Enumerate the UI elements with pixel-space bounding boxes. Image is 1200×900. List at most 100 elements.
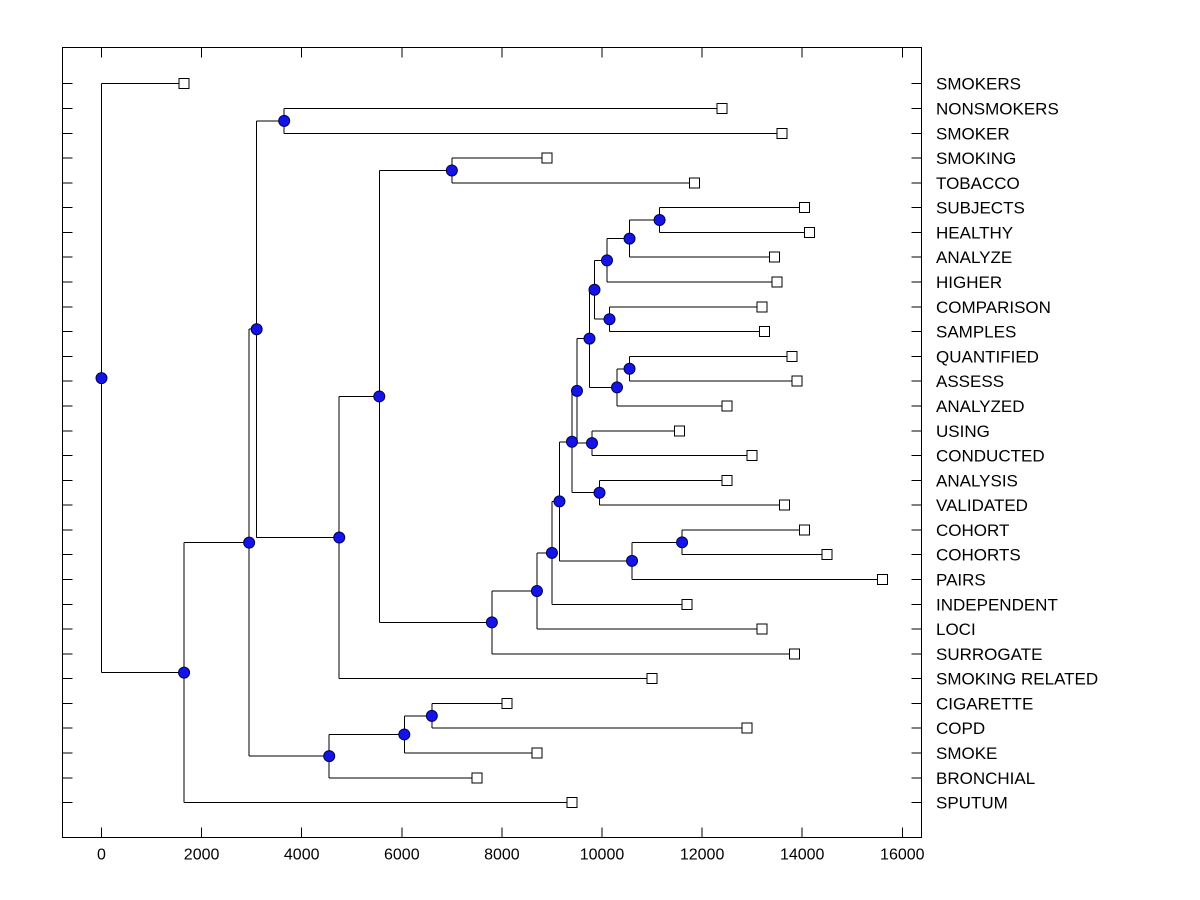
leaf-label: SMOKER — [936, 124, 1010, 143]
leaf-marker — [776, 127, 788, 139]
x-tick-label: 0 — [97, 847, 106, 864]
leaf-label: PAIRS — [936, 571, 986, 590]
leaf-marker — [716, 102, 728, 114]
leaf-marker — [799, 524, 811, 536]
leaf-marker — [786, 350, 798, 362]
leaf-label: SURROGATE — [936, 645, 1042, 664]
branch-node-marker — [585, 437, 598, 450]
leaf-marker — [674, 425, 686, 437]
leaf-label: COPD — [936, 719, 985, 738]
branch-node-marker — [373, 390, 386, 403]
leaf-label: LOCI — [936, 620, 976, 639]
leaf-label: INDEPENDENT — [936, 595, 1058, 614]
leaf-label: HIGHER — [936, 273, 1002, 292]
branch-node-marker — [398, 728, 411, 741]
leaf-marker — [779, 499, 791, 511]
branch-node-marker — [530, 584, 543, 597]
branch-node-marker — [95, 372, 108, 385]
branch-node-marker — [603, 313, 616, 326]
leaf-marker — [471, 772, 483, 784]
branch-node-marker — [243, 536, 256, 549]
x-tick-label: 10000 — [580, 847, 625, 864]
leaf-label: BRONCHIAL — [936, 769, 1035, 788]
axis-ticks — [62, 47, 922, 838]
branch-node-marker — [593, 486, 606, 499]
leaf-label: SMOKERS — [936, 75, 1021, 94]
x-tick-label: 16000 — [880, 847, 925, 864]
leaf-label: ANALYSIS — [936, 471, 1018, 490]
leaf-label: SUBJECTS — [936, 199, 1025, 218]
leaf-label: CONDUCTED — [936, 447, 1045, 466]
leaf-label: ANALYZE — [936, 248, 1012, 267]
leaf-marker — [531, 747, 543, 759]
leaf-marker — [741, 722, 753, 734]
leaf-marker — [759, 326, 771, 338]
leaf-marker — [501, 697, 513, 709]
leaf-marker — [646, 673, 658, 685]
leaf-marker — [771, 276, 783, 288]
leaf-marker — [876, 574, 888, 585]
branch-node-marker — [653, 214, 666, 227]
leaf-marker — [178, 78, 190, 90]
branch-node-marker — [553, 495, 566, 508]
leaf-label: CIGARETTE — [936, 694, 1033, 713]
branch-node-marker — [425, 709, 438, 722]
branch-node-marker — [445, 164, 458, 177]
leaf-label: NONSMOKERS — [936, 99, 1059, 118]
branch-node-marker — [583, 332, 596, 345]
branch-node-marker — [333, 531, 346, 544]
branch-node-marker — [623, 232, 636, 245]
tree-branches — [101, 83, 883, 804]
leaf-label: COMPARISON — [936, 298, 1051, 317]
leaf-label: COHORT — [936, 521, 1009, 540]
x-tick-label: 12000 — [680, 847, 725, 864]
leaf-label: COHORTS — [936, 546, 1021, 565]
branch-node-marker — [545, 546, 558, 559]
branch-node-marker — [323, 750, 336, 763]
branch-node-marker — [278, 114, 291, 127]
branch-node-marker — [570, 384, 583, 397]
leaf-label: SAMPLES — [936, 323, 1016, 342]
leaf-marker — [821, 549, 833, 561]
leaf-labels: SMOKERS NONSMOKERS SMOKER SMOKING TOBACCO SUB… — [936, 75, 1098, 813]
leaf-marker — [789, 648, 801, 660]
leaf-marker — [721, 474, 733, 486]
node-markers — [95, 78, 888, 809]
leaf-marker — [689, 177, 701, 189]
x-tick-label: 6000 — [384, 847, 420, 864]
branch-node-marker — [588, 283, 601, 296]
leaf-marker — [756, 623, 768, 635]
leaf-label: HEALTHY — [936, 223, 1013, 242]
leaf-marker — [804, 226, 816, 238]
leaf-label: SMOKING RELATED — [936, 670, 1098, 689]
leaf-label: USING — [936, 422, 990, 441]
x-tick-label: 4000 — [284, 847, 320, 864]
branch-node-marker — [485, 616, 498, 629]
leaf-marker — [791, 375, 803, 387]
leaf-label: QUANTIFIED — [936, 347, 1039, 366]
leaf-label: ANALYZED — [936, 397, 1025, 416]
leaf-label: TOBACCO — [936, 174, 1020, 193]
branch-node-marker — [626, 554, 639, 567]
branch-node-marker — [178, 666, 191, 679]
leaf-marker — [566, 797, 578, 809]
x-tick-label: 2000 — [184, 847, 220, 864]
branch-node-marker — [676, 536, 689, 549]
leaf-marker — [746, 450, 758, 462]
x-tick-label: 8000 — [484, 847, 520, 864]
branch-node-marker — [623, 362, 636, 375]
leaf-marker — [799, 202, 811, 214]
branch-node-marker — [611, 381, 624, 394]
leaf-label: SMOKE — [936, 744, 997, 763]
leaf-marker — [756, 301, 768, 313]
branch-node-marker — [601, 254, 614, 267]
plot-border — [61, 46, 923, 839]
leaf-marker — [681, 598, 693, 610]
branch-node-marker — [565, 435, 578, 448]
leaf-label: SPUTUM — [936, 794, 1008, 813]
x-tick-label: 14000 — [780, 847, 825, 864]
branch-node-marker — [250, 323, 263, 336]
x-tick-labels: 0 2000 4000 6000 8000 10000 12000 14000 16000 — [97, 847, 925, 864]
